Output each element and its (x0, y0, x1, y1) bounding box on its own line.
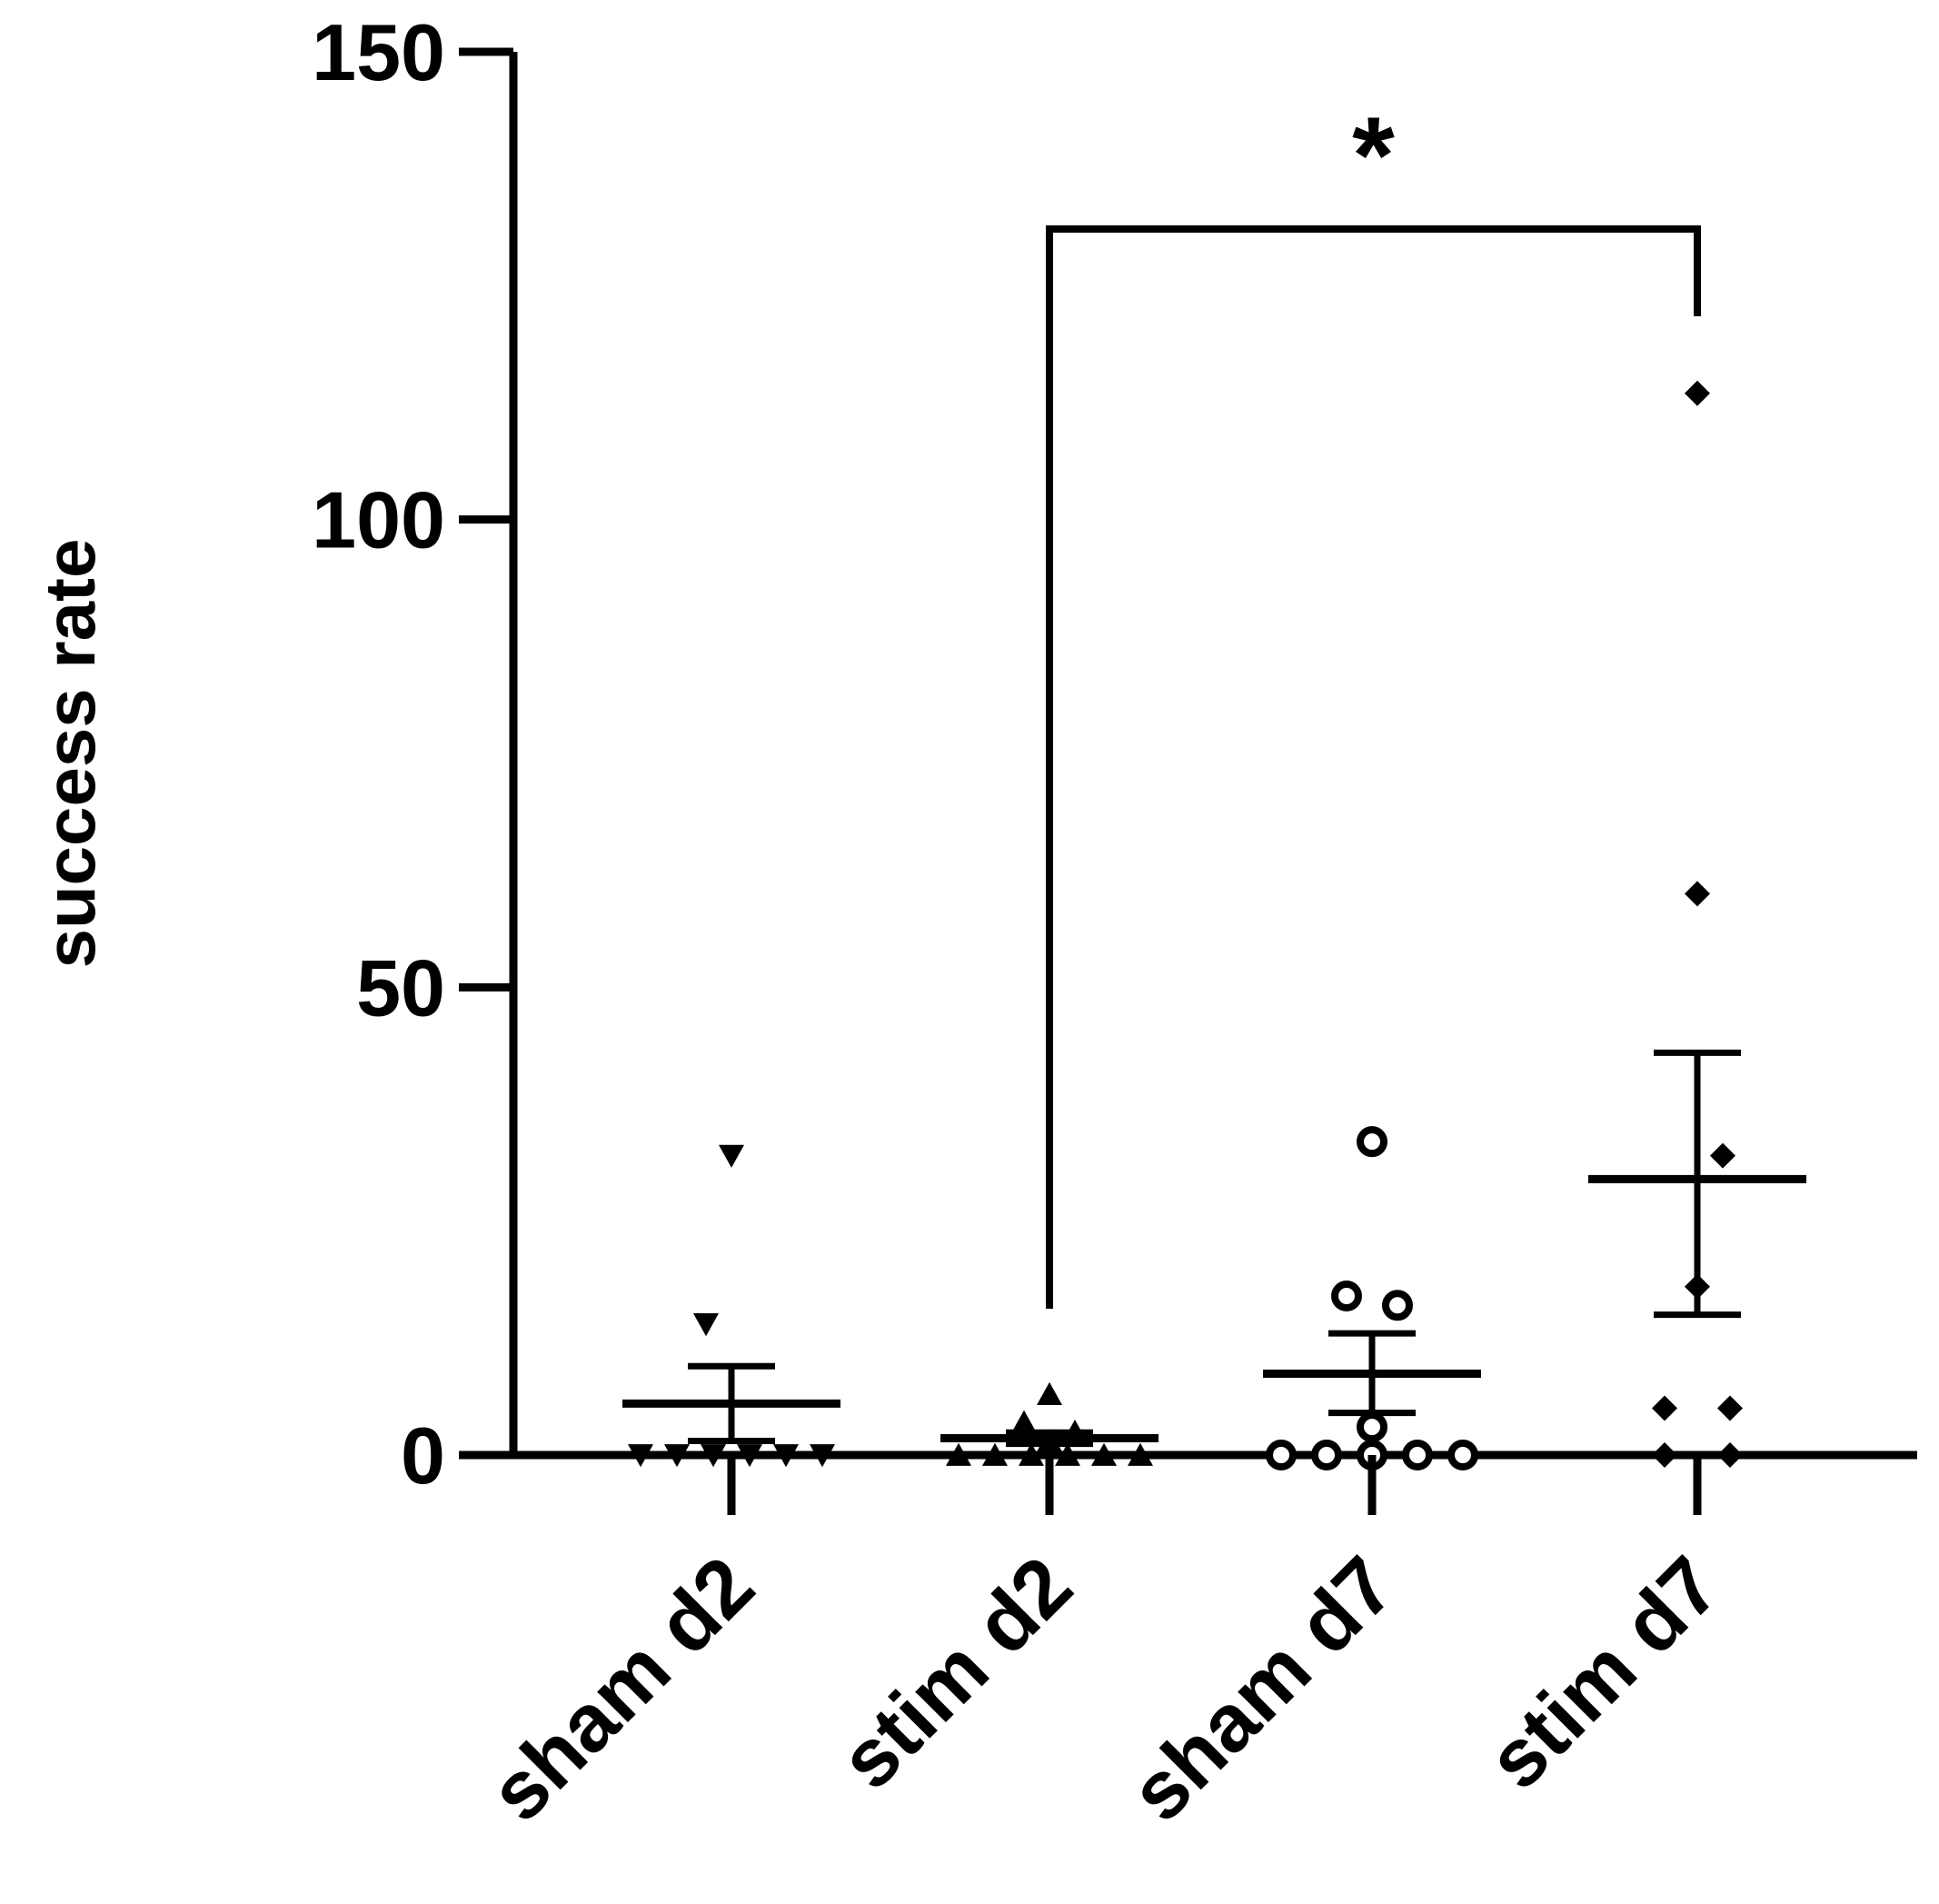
group-2 (1263, 1126, 1481, 1470)
y-tick-label-2: 100 (312, 475, 445, 565)
data-point (810, 1444, 835, 1468)
y-ticks: 0 50 100 150 (312, 7, 513, 1500)
x-tick-label-0: sham d2 (472, 1540, 771, 1839)
data-point (1331, 1281, 1362, 1312)
data-point (701, 1444, 726, 1468)
data-point (1717, 1395, 1743, 1421)
marks-layer: * (622, 95, 1806, 1470)
group-0 (622, 1144, 840, 1468)
x-tick-label-3: stim d7 (1471, 1540, 1738, 1807)
data-point (737, 1444, 762, 1468)
data-point (1019, 1442, 1044, 1466)
data-point (1717, 1442, 1743, 1468)
x-tick-label-1: stim d2 (823, 1540, 1090, 1807)
data-point (1091, 1442, 1117, 1466)
data-point (664, 1444, 690, 1468)
bracket-line (1046, 225, 1701, 1309)
data-point (628, 1444, 653, 1468)
data-point (1128, 1442, 1153, 1466)
data-point (1685, 380, 1710, 406)
data-point (1055, 1442, 1080, 1466)
group-1 (940, 1381, 1158, 1466)
data-point (982, 1442, 1008, 1466)
data-point (1652, 1395, 1677, 1421)
data-point (1652, 1442, 1677, 1468)
x-tick-label-2: sham d7 (1113, 1540, 1412, 1839)
group-3 (1588, 380, 1806, 1468)
data-point (693, 1312, 719, 1337)
significance-bracket: * (1046, 95, 1701, 1309)
x-ticks: sham d2 stim d2 sham d7 stim d7 (472, 1455, 1737, 1839)
y-tick-label-3: 150 (312, 7, 445, 97)
data-point (1402, 1440, 1433, 1470)
y-tick-label-1: 50 (356, 942, 445, 1032)
data-point (1037, 1381, 1062, 1405)
data-point (1357, 1126, 1387, 1158)
data-point (1011, 1410, 1037, 1433)
data-point (1447, 1440, 1478, 1470)
y-tick-label-0: 0 (401, 1411, 445, 1500)
data-point (719, 1144, 744, 1168)
data-point (773, 1444, 799, 1468)
significance-label: * (1352, 95, 1395, 216)
data-point (1311, 1440, 1342, 1470)
data-point (1266, 1440, 1297, 1470)
plot-layer (509, 52, 1917, 1460)
data-point (1685, 881, 1710, 907)
y-axis-label: success rate (30, 539, 110, 969)
data-point (1357, 1411, 1387, 1443)
data-point (946, 1442, 971, 1466)
data-point (1382, 1290, 1413, 1321)
data-point (1710, 1142, 1735, 1169)
